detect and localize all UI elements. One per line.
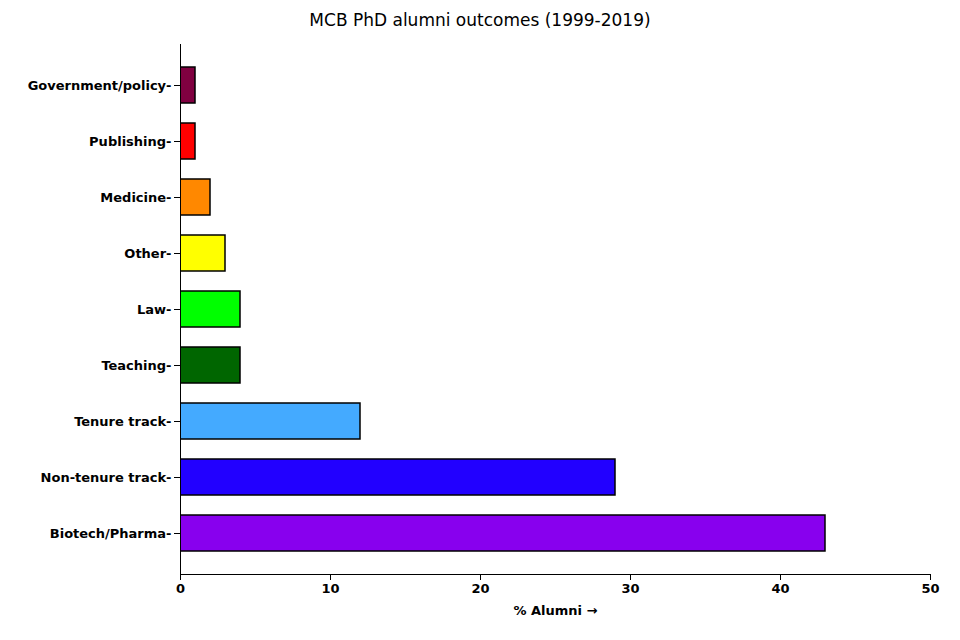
svg-text:Biotech/Pharma-: Biotech/Pharma- (50, 526, 172, 541)
svg-text:% Alumni →: % Alumni → (514, 603, 598, 618)
svg-text:10: 10 (321, 581, 339, 596)
svg-text:Government/policy-: Government/policy- (28, 78, 172, 93)
svg-text:Teaching-: Teaching- (101, 358, 171, 373)
svg-text:Tenure track-: Tenure track- (74, 414, 171, 429)
svg-text:0: 0 (176, 581, 185, 596)
svg-text:Other-: Other- (124, 246, 171, 261)
svg-text:Medicine-: Medicine- (100, 190, 171, 205)
svg-text:Non-tenure track-: Non-tenure track- (41, 470, 172, 485)
svg-text:40: 40 (771, 581, 789, 596)
svg-text:50: 50 (921, 581, 939, 596)
svg-text:30: 30 (621, 581, 639, 596)
svg-text:Law-: Law- (137, 302, 171, 317)
html-text:MCB PhD alumni outcomes (1999-: MCB PhD alumni outcomes (1999-2019) (309, 10, 651, 30)
svg-text:Publishing-: Publishing- (89, 134, 171, 149)
svg-text:20: 20 (471, 581, 489, 596)
